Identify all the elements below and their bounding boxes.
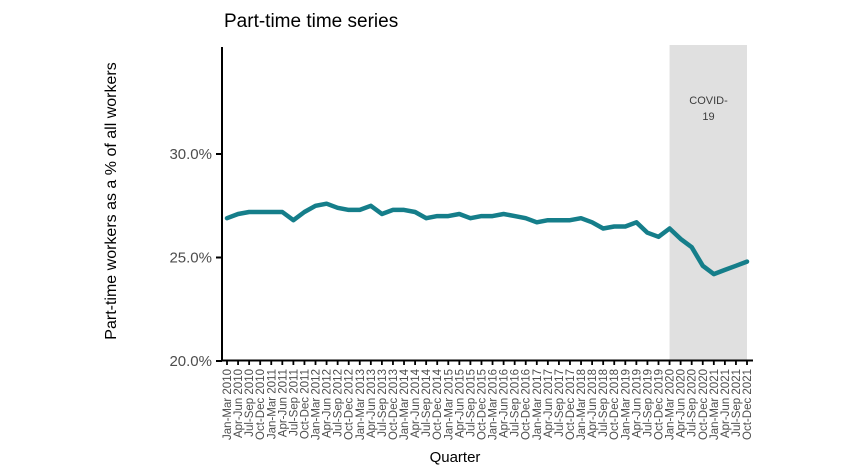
x-tick-label: Jul-Sep 2019 bbox=[642, 369, 654, 437]
covid-annotation: COVID- 19 bbox=[670, 93, 747, 125]
y-axis-title: Part-time workers as a % of all workers bbox=[103, 62, 120, 340]
x-tick-label: Apr-Jun 2013 bbox=[366, 369, 378, 438]
covid-band bbox=[669, 45, 748, 361]
x-tick-label: Jul-Sep 2012 bbox=[333, 369, 345, 437]
x-tick-label: Jan-Mar 2013 bbox=[355, 369, 367, 440]
x-tick-label: Oct-Dec 2017 bbox=[565, 369, 577, 440]
x-tick-label: Jan-Mar 2015 bbox=[443, 369, 455, 440]
y-tick-label: 25.0% bbox=[169, 250, 212, 267]
x-tick-label: Oct-Dec 2013 bbox=[388, 369, 400, 440]
chart-title: Part-time time series bbox=[224, 11, 399, 32]
x-tick-label: Jul-Sep 2017 bbox=[554, 369, 566, 437]
x-tick-label: Jul-Sep 2020 bbox=[687, 369, 699, 437]
x-tick-label: Jul-Sep 2011 bbox=[288, 369, 300, 436]
x-tick-label: Jul-Sep 2013 bbox=[377, 369, 389, 437]
x-tick-label: Jan-Mar 2012 bbox=[311, 369, 323, 440]
x-tick-label: Jan-Mar 2021 bbox=[709, 369, 721, 440]
x-tick-label: Oct-Dec 2015 bbox=[476, 369, 488, 440]
x-axis-title: Quarter bbox=[429, 449, 481, 466]
x-tick-label: Jan-Mar 2016 bbox=[488, 369, 500, 440]
x-tick-label: Apr-Jun 2020 bbox=[676, 369, 688, 438]
x-tick-label: Jan-Mar 2020 bbox=[665, 369, 677, 440]
x-tick-label: Oct-Dec 2014 bbox=[432, 368, 444, 440]
x-tick-label: Jan-Mar 2011 bbox=[266, 369, 278, 439]
x-tick-label: Oct-Dec 2011 bbox=[299, 369, 311, 439]
x-tick-label: Apr-Jun 2012 bbox=[322, 369, 334, 438]
x-tick-label: Oct-Dec 2018 bbox=[609, 369, 621, 440]
x-tick-label: Jan-Mar 2010 bbox=[222, 369, 234, 440]
x-tick-label: Oct-Dec 2021 bbox=[742, 369, 754, 440]
covid-annotation-line2: 19 bbox=[702, 111, 715, 123]
x-tick-label: Apr-Jun 2011 bbox=[277, 369, 289, 437]
x-tick-label: Oct-Dec 2020 bbox=[698, 369, 710, 440]
x-tick-label: Apr-Jun 2015 bbox=[454, 369, 466, 438]
x-tick-label: Apr-Jun 2021 bbox=[720, 369, 732, 438]
data-line bbox=[224, 201, 750, 277]
x-tick-label: Jan-Mar 2019 bbox=[620, 369, 632, 440]
x-tick-label: Jul-Sep 2021 bbox=[731, 369, 743, 437]
x-tick-label: Jan-Mar 2018 bbox=[576, 369, 588, 440]
x-tick-label: Jan-Mar 2017 bbox=[532, 369, 544, 440]
x-tick-label: Jul-Sep 2015 bbox=[465, 369, 477, 437]
x-tick-label: Apr-Jun 2019 bbox=[631, 369, 643, 438]
x-tick-label: Jul-Sep 2014 bbox=[421, 368, 433, 436]
x-tick-label: Jan-Mar 2014 bbox=[399, 368, 411, 440]
x-tick-label: Jul-Sep 2010 bbox=[244, 369, 256, 437]
x-tick-label: Oct-Dec 2016 bbox=[521, 369, 533, 440]
covid-annotation-line1: COVID- bbox=[689, 95, 728, 107]
x-tick-label: Oct-Dec 2010 bbox=[255, 369, 267, 440]
x-tick-label: Jul-Sep 2018 bbox=[598, 369, 610, 437]
x-tick-label: Apr-Jun 2018 bbox=[587, 369, 599, 438]
x-tick-label: Apr-Jun 2017 bbox=[543, 369, 555, 438]
x-tick-label: Oct-Dec 2012 bbox=[344, 369, 356, 440]
y-tick-label: 20.0% bbox=[169, 353, 212, 370]
x-tick-label: Apr-Jun 2016 bbox=[499, 369, 511, 438]
x-tick-label: Oct-Dec 2019 bbox=[653, 369, 665, 440]
x-tick-label: Apr-Jun 2010 bbox=[233, 369, 245, 438]
x-tick-label: Jul-Sep 2016 bbox=[510, 369, 522, 437]
y-tick-label: 30.0% bbox=[169, 146, 212, 163]
x-tick-label: Apr-Jun 2014 bbox=[410, 368, 422, 438]
